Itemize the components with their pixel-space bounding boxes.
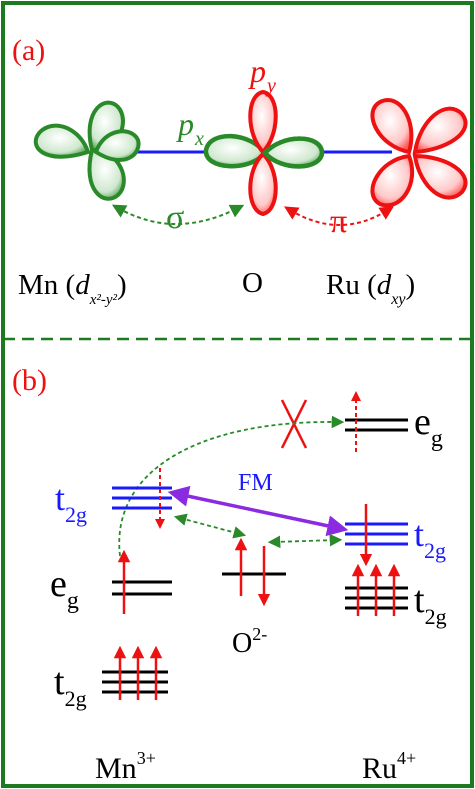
mn-orbital-label: Mn (dx²-y²) bbox=[18, 269, 127, 308]
ru-dxy-orbital bbox=[370, 98, 468, 208]
mn-ion-label: Mn3+ bbox=[95, 748, 156, 785]
mn-upper-t2g-label: t2g bbox=[55, 478, 87, 527]
fm-coupling-arrow bbox=[167, 485, 349, 537]
ru-orbital-label: Ru (dxy) bbox=[326, 269, 415, 308]
py-label: py bbox=[248, 53, 276, 97]
panel-a-label: (a) bbox=[12, 34, 45, 67]
mn-ru-eg-hopping bbox=[118, 415, 345, 557]
panel-b-label: (b) bbox=[12, 364, 47, 397]
o-px-lobe-front bbox=[261, 136, 325, 169]
ru-lower-t2g-label: t2g bbox=[414, 579, 447, 629]
mn-o-hopping bbox=[173, 513, 247, 539]
fm-label: FM bbox=[238, 470, 273, 496]
o-py-orbital bbox=[248, 89, 278, 217]
mn-lower-t2g-label: t2g bbox=[54, 661, 87, 711]
ru-eg-label: eg bbox=[414, 401, 443, 452]
mn-eg-levels bbox=[112, 580, 172, 596]
sigma-arrow bbox=[111, 204, 245, 225]
pi-arrow bbox=[283, 206, 394, 226]
o-ru-hopping bbox=[267, 533, 343, 549]
ru-upper-t2g-label: t2g bbox=[414, 514, 446, 563]
ru-lower-t2g-spins bbox=[351, 563, 401, 616]
sigma-label: σ bbox=[166, 199, 184, 236]
pi-label: π bbox=[330, 203, 347, 240]
ru-eg-levels bbox=[345, 418, 408, 432]
mn-eg-label: eg bbox=[50, 563, 79, 614]
mn-upper-t2g-levels bbox=[112, 486, 172, 510]
o2-label: O2- bbox=[232, 624, 267, 659]
ru-ion-label: Ru4+ bbox=[362, 748, 416, 785]
px-label: px bbox=[176, 106, 204, 150]
o-orbital-label: O bbox=[242, 267, 263, 299]
mn-lower-t2g-levels bbox=[102, 670, 168, 694]
mn-dx2y2-orbital bbox=[33, 100, 141, 201]
ru-upper-t2g-levels bbox=[345, 522, 408, 546]
mn-lower-t2g-spins bbox=[113, 645, 163, 700]
